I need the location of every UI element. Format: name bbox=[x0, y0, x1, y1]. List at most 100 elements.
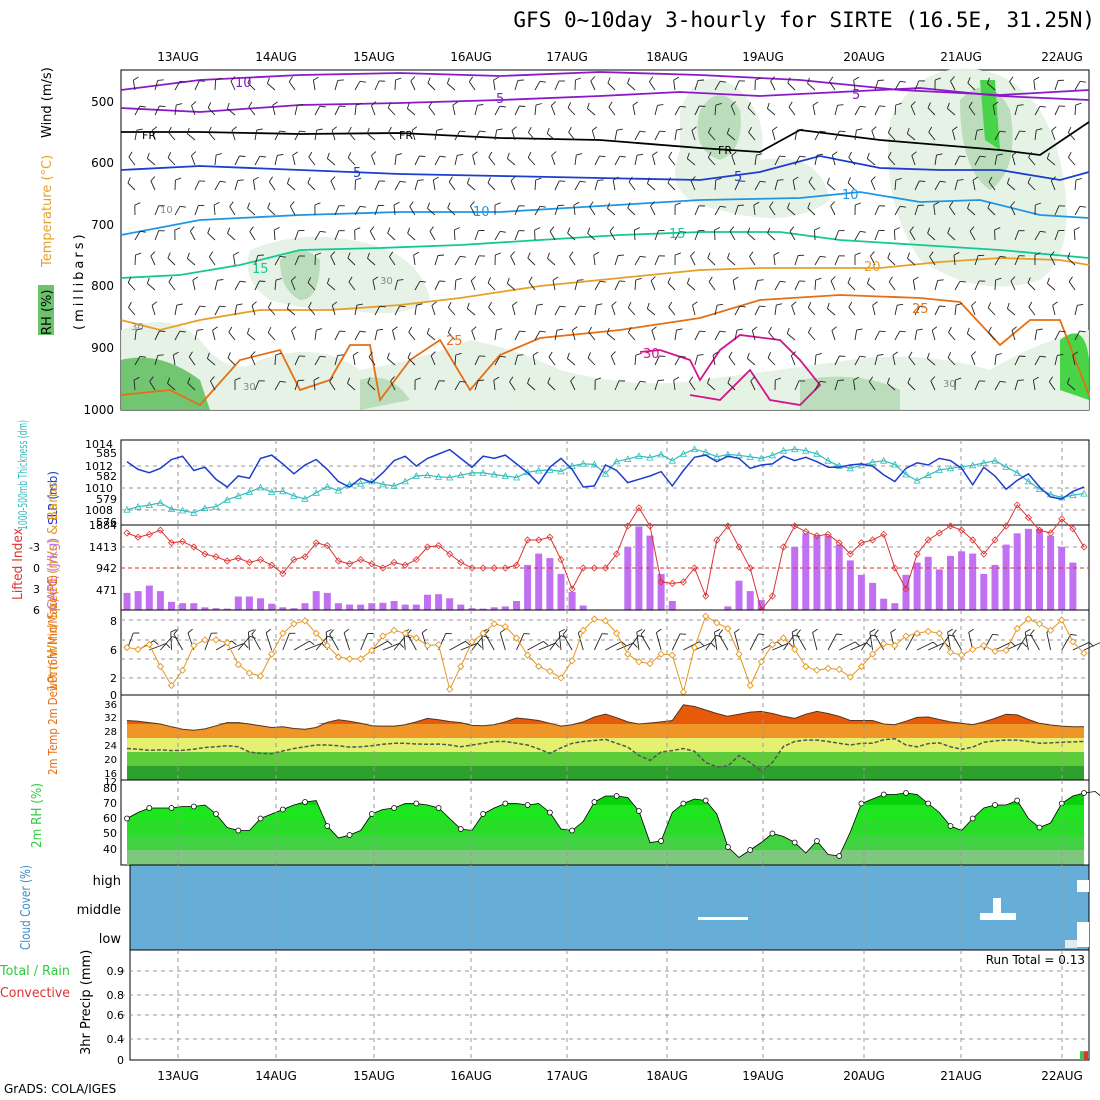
surface-wind-barb bbox=[1083, 642, 1100, 651]
li-marker bbox=[646, 522, 654, 530]
cape-bar bbox=[546, 558, 554, 610]
wind-barb bbox=[830, 280, 836, 291]
surface-wind-barb bbox=[173, 633, 184, 651]
wind-speed-marker bbox=[501, 622, 509, 631]
wind-barb-flag bbox=[727, 377, 731, 384]
cape-bar bbox=[334, 603, 342, 610]
thickness-marker bbox=[824, 456, 832, 464]
wind-barb-flag bbox=[1079, 330, 1086, 333]
wind-barb bbox=[474, 255, 480, 266]
wind-barb-flag bbox=[1050, 176, 1057, 182]
wind-barb bbox=[388, 132, 396, 141]
li-marker bbox=[1047, 529, 1055, 537]
wind-barb bbox=[1034, 106, 1041, 116]
wind-barb-flag bbox=[512, 301, 518, 306]
wind-barb bbox=[230, 80, 236, 91]
wind-barb bbox=[233, 255, 236, 266]
wind-barb bbox=[474, 355, 480, 366]
y-tick: 0 bbox=[110, 689, 117, 702]
cape-bar bbox=[390, 601, 398, 610]
wind-barb bbox=[1007, 183, 1016, 191]
wind-barb-flag bbox=[673, 76, 680, 81]
surface-wind-barb bbox=[549, 635, 562, 651]
cape-bar bbox=[524, 564, 532, 610]
wind-barb bbox=[667, 282, 676, 291]
wind-barb bbox=[454, 130, 461, 141]
temp-band bbox=[127, 752, 1084, 766]
thickness-marker bbox=[434, 472, 443, 480]
wind-barb bbox=[314, 105, 321, 116]
cape-bar bbox=[846, 560, 854, 610]
wind-barb-flag bbox=[319, 105, 326, 108]
rh-marker bbox=[413, 800, 420, 807]
wind-barb-flag bbox=[707, 252, 711, 259]
precip-ticks: 0.9 0.8 0.6 0.4 0 bbox=[107, 965, 125, 1067]
wind-barb bbox=[714, 104, 717, 116]
surface-wind-barb bbox=[749, 633, 759, 651]
wind-barb-flag bbox=[410, 76, 416, 82]
wind-barb bbox=[194, 305, 201, 316]
y-tick: 1014 bbox=[85, 438, 113, 451]
wind-barb-flag bbox=[855, 202, 861, 206]
surface-wind-barb bbox=[812, 632, 818, 651]
cape-bar bbox=[123, 592, 131, 610]
wind-barb-flag bbox=[679, 230, 686, 233]
wind-barb-flag bbox=[407, 227, 411, 234]
isotherm-line bbox=[120, 155, 1090, 181]
wind-barb bbox=[1027, 182, 1036, 191]
surface-wind-barb bbox=[204, 633, 212, 651]
wind-barb bbox=[994, 130, 1001, 141]
rh-marker bbox=[1081, 790, 1087, 796]
wind-barb bbox=[247, 207, 256, 216]
wind-barb bbox=[747, 107, 756, 116]
wind-barb bbox=[432, 180, 436, 191]
wind-barb bbox=[134, 130, 138, 141]
wind-barb bbox=[494, 231, 501, 241]
surface-wind-barb bbox=[994, 641, 1012, 651]
wind-barb-flag bbox=[347, 152, 352, 158]
wind-barb-flag bbox=[730, 101, 736, 107]
wind-barb-flag bbox=[1066, 377, 1070, 384]
temp-bands bbox=[127, 738, 1084, 780]
wind-barb-flag bbox=[371, 101, 377, 107]
wind-barb bbox=[314, 130, 318, 141]
surface-wind-barb-flag bbox=[327, 635, 334, 639]
wind-barb-flag bbox=[316, 128, 323, 131]
wind-barb bbox=[614, 255, 619, 266]
wind-barb-flag bbox=[628, 176, 633, 183]
cloud-level-middle: middle bbox=[77, 903, 121, 918]
cape-bar bbox=[401, 604, 409, 610]
wind-barb-flag bbox=[457, 153, 464, 156]
wind-barb bbox=[174, 206, 181, 216]
wind-barb-flag bbox=[590, 76, 596, 82]
wind-barb bbox=[511, 305, 516, 316]
wind-barb bbox=[874, 355, 878, 366]
y-tick: 1012 bbox=[85, 460, 113, 473]
y-tick: 6 bbox=[110, 644, 117, 657]
date-tick-top: 15AUG bbox=[353, 50, 395, 64]
li-marker bbox=[234, 554, 242, 562]
wind-barb-flag bbox=[668, 301, 673, 308]
thickness-marker bbox=[690, 445, 699, 453]
wind-barb bbox=[770, 80, 776, 91]
wind-barb-flag bbox=[339, 330, 346, 333]
wind-barb bbox=[694, 105, 700, 116]
surface-wind-barb-flag bbox=[405, 635, 412, 639]
wind-barb-flag bbox=[389, 251, 394, 257]
wind-barb-flag bbox=[1059, 330, 1066, 333]
li-marker bbox=[268, 561, 276, 569]
li-marker bbox=[702, 592, 710, 600]
wind-barb-flag bbox=[627, 326, 632, 333]
thickness-marker bbox=[857, 461, 866, 469]
wind-barb-flag bbox=[371, 151, 377, 156]
y-tick: 40 bbox=[103, 843, 117, 856]
wind-barb-flag bbox=[179, 80, 186, 83]
wind-barb bbox=[254, 130, 258, 141]
wind-barb-flag bbox=[929, 251, 934, 257]
wind-barb bbox=[651, 330, 656, 341]
li-marker bbox=[423, 543, 432, 551]
wind-barb bbox=[589, 206, 596, 216]
wind-barb bbox=[151, 305, 156, 316]
wind-barb bbox=[929, 256, 936, 266]
